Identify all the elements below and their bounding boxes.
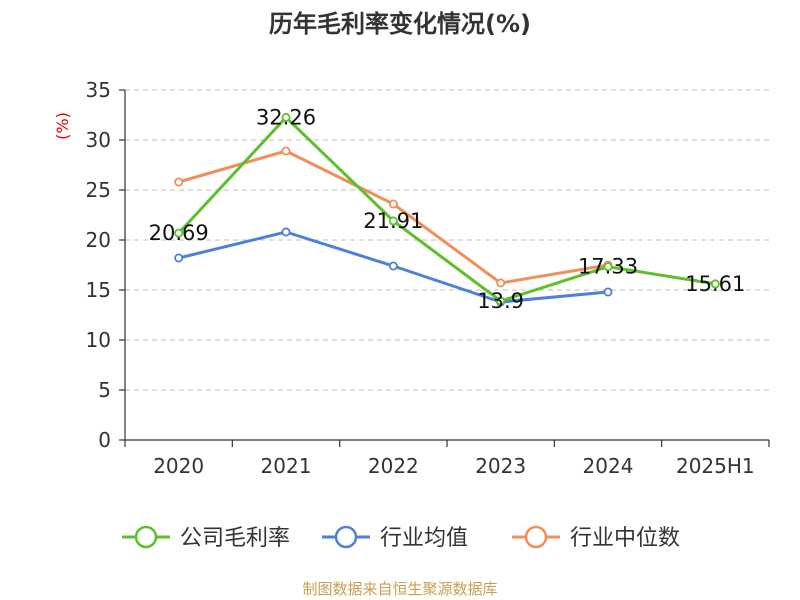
data-point [174, 228, 184, 238]
data-label: 21.91 [363, 209, 423, 233]
y-tick-label: 15 [86, 278, 111, 302]
legend-label: 行业均值 [380, 526, 468, 551]
data-label: 17.33 [578, 255, 638, 279]
data-point [388, 199, 398, 209]
legend-marker [134, 525, 158, 549]
y-tick-label: 35 [86, 78, 111, 102]
data-point [388, 261, 398, 271]
legend: 公司毛利率 行业均值 行业中位数 [122, 525, 680, 551]
data-label: 15.61 [685, 272, 745, 296]
data-label: 20.69 [149, 221, 209, 245]
data-label: 13.9 [477, 289, 524, 313]
legend-label: 行业中位数 [570, 526, 680, 551]
y-tick-label: 0 [98, 428, 111, 452]
axes: 0 5 10 15 20 25 30 35 2020 2021 2022 2023 2024 2025H1 [86, 78, 770, 478]
series-layer [174, 112, 720, 307]
x-tick-label: 2023 [475, 454, 526, 478]
x-tick-label: 2022 [368, 454, 419, 478]
y-axis-label: (%) [53, 112, 72, 140]
legend-marker [334, 525, 358, 549]
legend-label: 公司毛利率 [180, 526, 290, 551]
x-tick-label: 2020 [153, 454, 204, 478]
legend-marker [524, 525, 548, 549]
series-line [177, 115, 716, 303]
data-point [496, 278, 506, 288]
y-tick-label: 30 [86, 128, 111, 152]
data-point [174, 253, 184, 263]
x-tick-label: 2025H1 [676, 454, 755, 478]
data-point [388, 216, 398, 226]
y-tick-label: 5 [98, 378, 111, 402]
x-tick-label: 2021 [261, 454, 312, 478]
data-point [710, 279, 720, 289]
y-tick-label: 25 [86, 178, 111, 202]
data-labels: 20.69 32.26 21.91 13.9 17.33 15.61 [149, 105, 746, 313]
data-point [281, 227, 291, 237]
data-point [603, 287, 613, 297]
data-point [281, 112, 291, 122]
data-point [496, 296, 506, 306]
data-label: 32.26 [256, 105, 316, 129]
grid [125, 89, 769, 391]
x-tick-label: 2024 [583, 454, 634, 478]
data-point [174, 177, 184, 187]
data-point [603, 262, 613, 272]
data-point [281, 146, 291, 156]
source-text: 制图数据来自恒生聚源数据库 [302, 580, 497, 598]
chart-title: 历年毛利率变化情况(%) [269, 10, 531, 38]
y-tick-label: 20 [86, 228, 111, 252]
y-tick-label: 10 [86, 328, 111, 352]
